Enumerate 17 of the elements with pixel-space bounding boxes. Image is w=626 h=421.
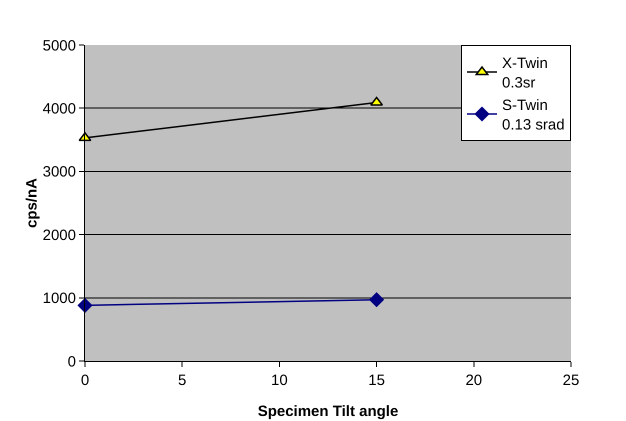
y-axis-title: cps/nA: [24, 178, 41, 228]
x-tick-label: 25: [562, 372, 580, 389]
x-tick-label: 10: [271, 372, 288, 389]
y-tick-label: 4000: [42, 100, 76, 118]
x-tick-label: 15: [368, 372, 385, 389]
y-tick-label: 3000: [42, 164, 76, 181]
x-tick-label: 20: [465, 372, 482, 389]
x-tick-label: 5: [178, 372, 186, 389]
y-tick-label: 0: [68, 353, 76, 370]
point: [369, 292, 384, 307]
y-tick-label: 5000: [42, 37, 76, 54]
y-tick-label: 1000: [42, 290, 76, 308]
legend-label: S-Twin 0.13 srad: [502, 97, 565, 134]
x-tick-label: 0: [80, 372, 90, 389]
legend-label: X-Twin 0.3sr: [502, 55, 548, 92]
x-axis-title: Specimen Tilt angle: [258, 403, 398, 420]
y-tick-label: 2000: [42, 226, 76, 244]
